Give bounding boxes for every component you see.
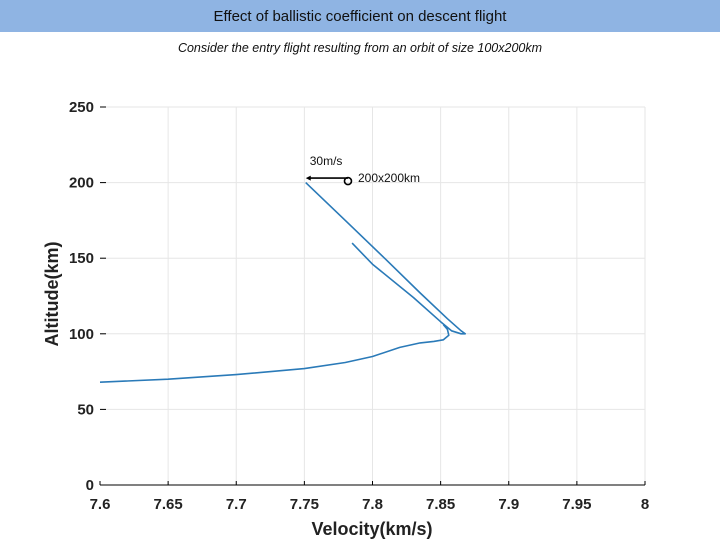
x-tick-label: 7.7 [226, 496, 247, 513]
x-tick-label: 7.65 [154, 496, 183, 513]
y-tick-label: 0 [86, 477, 94, 494]
series-group [99, 182, 466, 383]
series-line [305, 182, 466, 335]
arrow-head [305, 175, 311, 181]
x-tick-label: 7.6 [90, 496, 111, 513]
annotation-label: 200x200km [358, 171, 420, 185]
axes: 7.6 7.65 7.7 7.75 7.8 7.85 7.9 7.95 8 0 50 100 150 20… [69, 99, 649, 513]
y-tick-label: 50 [77, 401, 94, 418]
y-tick-label: 200 [69, 175, 94, 192]
page-title: Effect of ballistic coefficient on desce… [213, 7, 507, 25]
y-tick-label: 150 [69, 250, 94, 267]
series-line [99, 324, 450, 383]
title-bar: Effect of ballistic coefficient on desce… [0, 0, 720, 32]
x-axis-label: Velocity(km/s) [311, 519, 432, 539]
x-tick-label: 7.75 [290, 496, 319, 513]
annotations: 30m/s 200x200km [305, 154, 420, 186]
x-tick-label: 7.95 [562, 496, 591, 513]
annotation-label: 30m/s [310, 154, 343, 168]
grid [100, 106, 646, 485]
y-tick-label: 250 [69, 99, 94, 116]
y-axis-label: Altitude(km) [42, 242, 62, 347]
x-tick-label: 8 [641, 496, 649, 513]
annotation-circle [343, 176, 353, 186]
x-tick-label: 7.8 [362, 496, 383, 513]
x-tick-label: 7.9 [498, 496, 519, 513]
y-tick-label: 100 [69, 326, 94, 343]
x-tick-label: 7.85 [426, 496, 455, 513]
page-subtitle: Consider the entry flight resulting from… [177, 41, 543, 55]
